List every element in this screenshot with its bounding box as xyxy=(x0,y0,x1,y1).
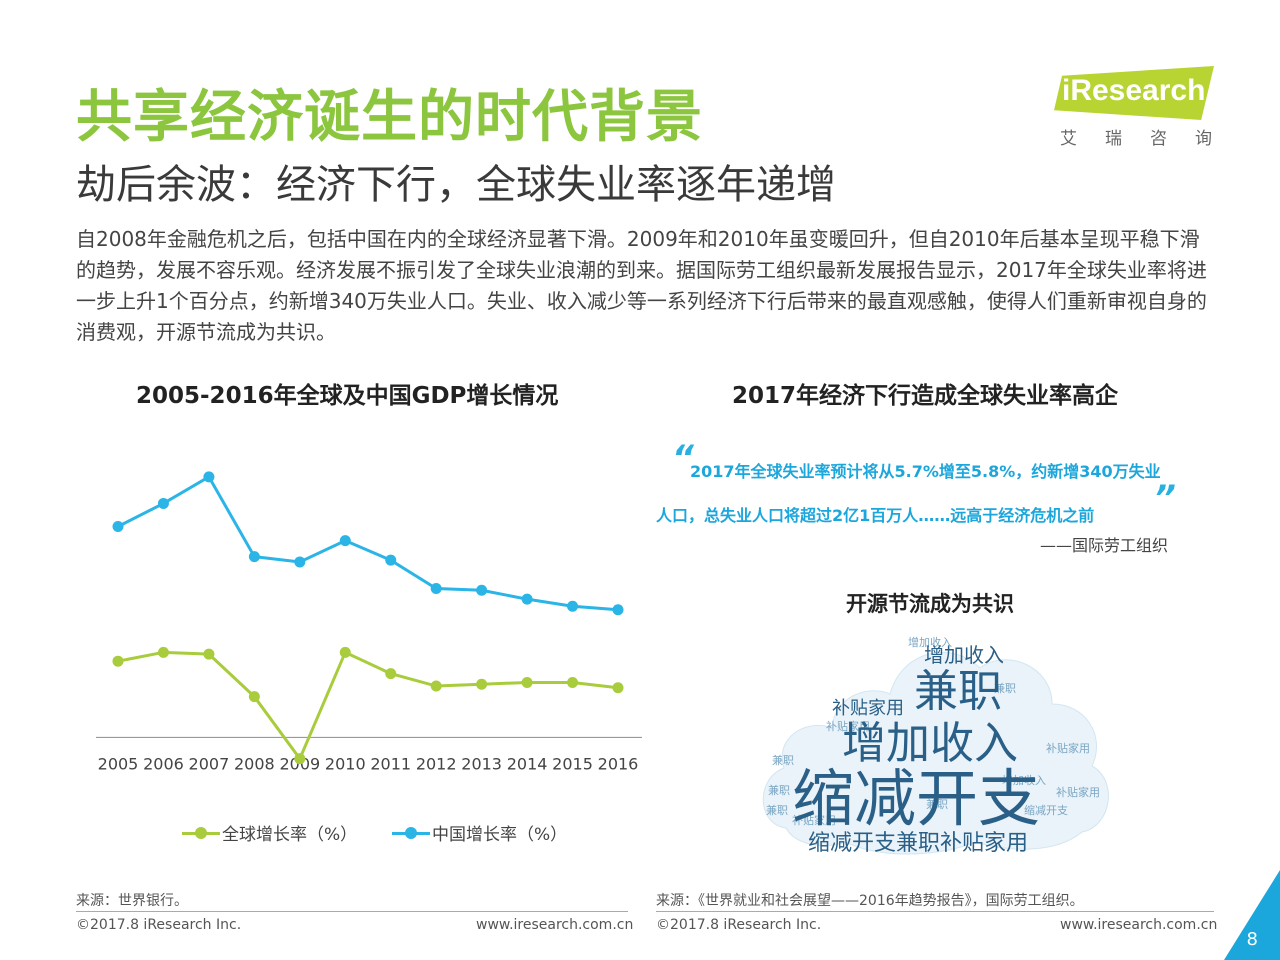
svg-text:补贴家用: 补贴家用 xyxy=(792,813,836,827)
data-point-series-0 xyxy=(612,682,624,694)
data-point-series-1 xyxy=(294,556,306,568)
legend-world-symbol xyxy=(182,826,220,839)
legend-china: 中国增长率（%） xyxy=(392,820,567,845)
left-copyright: ©2017.8 iResearch Inc. xyxy=(76,917,242,933)
right-footer-divider xyxy=(656,911,1214,912)
svg-text:兼职: 兼职 xyxy=(926,798,948,811)
data-point-series-1 xyxy=(339,535,351,547)
svg-text:增加收入: 增加收入 xyxy=(1002,773,1046,787)
quote-source: ——国际劳工组织 xyxy=(1040,536,1169,555)
data-point-series-1 xyxy=(203,471,215,483)
svg-text:兼职: 兼职 xyxy=(766,804,788,817)
data-point-series-1 xyxy=(476,584,488,596)
data-point-series-0 xyxy=(203,648,215,660)
series-line-0 xyxy=(117,650,619,762)
data-point-series-0 xyxy=(476,678,488,690)
logo-cn: 艾瑞咨询 xyxy=(1060,129,1240,149)
x-tick-label: 2006 xyxy=(143,754,184,770)
right-panel-title: 2017年经济下行造成全球失业率高企 xyxy=(732,383,1119,409)
series-line-1 xyxy=(117,474,619,612)
cloud-word-suojian: 缩减开支 xyxy=(792,762,1040,835)
left-source: 来源：世界银行。 xyxy=(76,893,188,909)
gdp-line-chart: 2005200620072008200920102011201220132014… xyxy=(96,471,642,770)
svg-text:兼职: 兼职 xyxy=(994,682,1016,695)
data-point-series-1 xyxy=(385,554,397,566)
data-point-series-0 xyxy=(430,680,442,692)
x-tick-label: 2010 xyxy=(325,754,366,770)
x-tick-label: 2008 xyxy=(234,754,275,770)
iresearch-logo: iResearch 艾瑞咨询 xyxy=(1054,66,1218,149)
data-point-series-1 xyxy=(112,520,124,532)
quote-line-2: 人口，总失业人口将超过2亿1百万人……远高于经济危机之前 xyxy=(656,506,1095,525)
data-point-series-0 xyxy=(248,691,260,703)
legend-china-label: 中国增长率（%） xyxy=(432,825,568,845)
cloud-word-zengjia-small: 增加收入 xyxy=(924,643,1004,667)
svg-text:补贴家用: 补贴家用 xyxy=(1046,741,1090,755)
x-tick-label: 2012 xyxy=(416,754,457,770)
data-point-series-0 xyxy=(112,655,124,667)
word-cloud-title: 开源节流成为共识 xyxy=(846,592,1014,616)
logo-brand: iResearch xyxy=(1062,74,1206,107)
x-tick-label: 2005 xyxy=(98,754,139,770)
data-point-series-0 xyxy=(521,676,533,688)
legend-world-label: 全球增长率（%） xyxy=(222,825,358,845)
word-cloud-shape xyxy=(762,652,1109,855)
svg-text:兼职: 兼职 xyxy=(768,784,790,797)
data-point-series-1 xyxy=(612,604,624,616)
logo-mark xyxy=(1054,66,1214,120)
data-point-series-1 xyxy=(248,551,260,563)
data-point-series-0 xyxy=(157,646,169,658)
page-number: 8 xyxy=(1246,929,1258,950)
x-tick-label: 2007 xyxy=(189,754,230,770)
left-url: www.iresearch.com.cn xyxy=(476,917,634,933)
data-point-series-0 xyxy=(294,753,306,765)
quote-open-mark: “ xyxy=(672,438,694,478)
legend-world: 全球增长率（%） xyxy=(182,820,357,845)
cloud-word-butie: 补贴家用 xyxy=(832,698,904,719)
data-point-series-1 xyxy=(521,593,533,605)
quote-line-1: 2017年全球失业率预计将从5.7%增至5.8%，约新增340万失业 xyxy=(690,462,1161,481)
data-point-series-0 xyxy=(567,676,579,688)
legend-china-symbol xyxy=(392,826,430,839)
right-source: 来源：《世界就业和社会展望——2016年趋势报告》，国际劳工组织。 xyxy=(656,893,1084,909)
x-tick-label: 2011 xyxy=(370,754,411,770)
left-chart-title: 2005-2016年全球及中国GDP增长情况 xyxy=(136,383,559,409)
data-point-series-1 xyxy=(430,583,442,595)
svg-text:补贴家用: 补贴家用 xyxy=(826,719,870,733)
x-tick-label: 2013 xyxy=(461,754,502,770)
page-subtitle: 劫后余波：经济下行，全球失业率逐年递增 xyxy=(76,162,836,208)
data-point-series-1 xyxy=(157,497,169,509)
svg-text:增加收入: 增加收入 xyxy=(908,635,952,649)
quote-close-mark: ” xyxy=(1154,478,1176,518)
right-url: www.iresearch.com.cn xyxy=(1060,917,1218,933)
intro-paragraph: 自2008年金融危机之后，包括中国在内的全球经济显著下滑。2009年和2010年… xyxy=(76,227,1207,344)
x-tick-label: 2016 xyxy=(598,754,639,770)
right-copyright: ©2017.8 iResearch Inc. xyxy=(656,917,822,933)
data-point-series-0 xyxy=(385,668,397,680)
page-title: 共享经济诞生的时代背景 xyxy=(76,85,703,150)
data-point-series-0 xyxy=(339,646,351,658)
left-footer-divider xyxy=(76,911,628,912)
cloud-word-zengjia-large: 增加收入 xyxy=(842,718,1018,769)
svg-text:补贴家用: 补贴家用 xyxy=(1056,785,1100,799)
svg-text:兼职: 兼职 xyxy=(772,754,794,767)
x-tick-label: 2014 xyxy=(507,754,548,770)
cloud-word-jianzhi: 兼职 xyxy=(914,666,1002,717)
x-tick-label: 2015 xyxy=(552,754,593,770)
cloud-word-bottom: 缩减开支兼职补贴家用 xyxy=(808,831,1028,856)
data-point-series-1 xyxy=(567,600,579,612)
svg-text:缩减开支: 缩减开支 xyxy=(1024,804,1068,817)
